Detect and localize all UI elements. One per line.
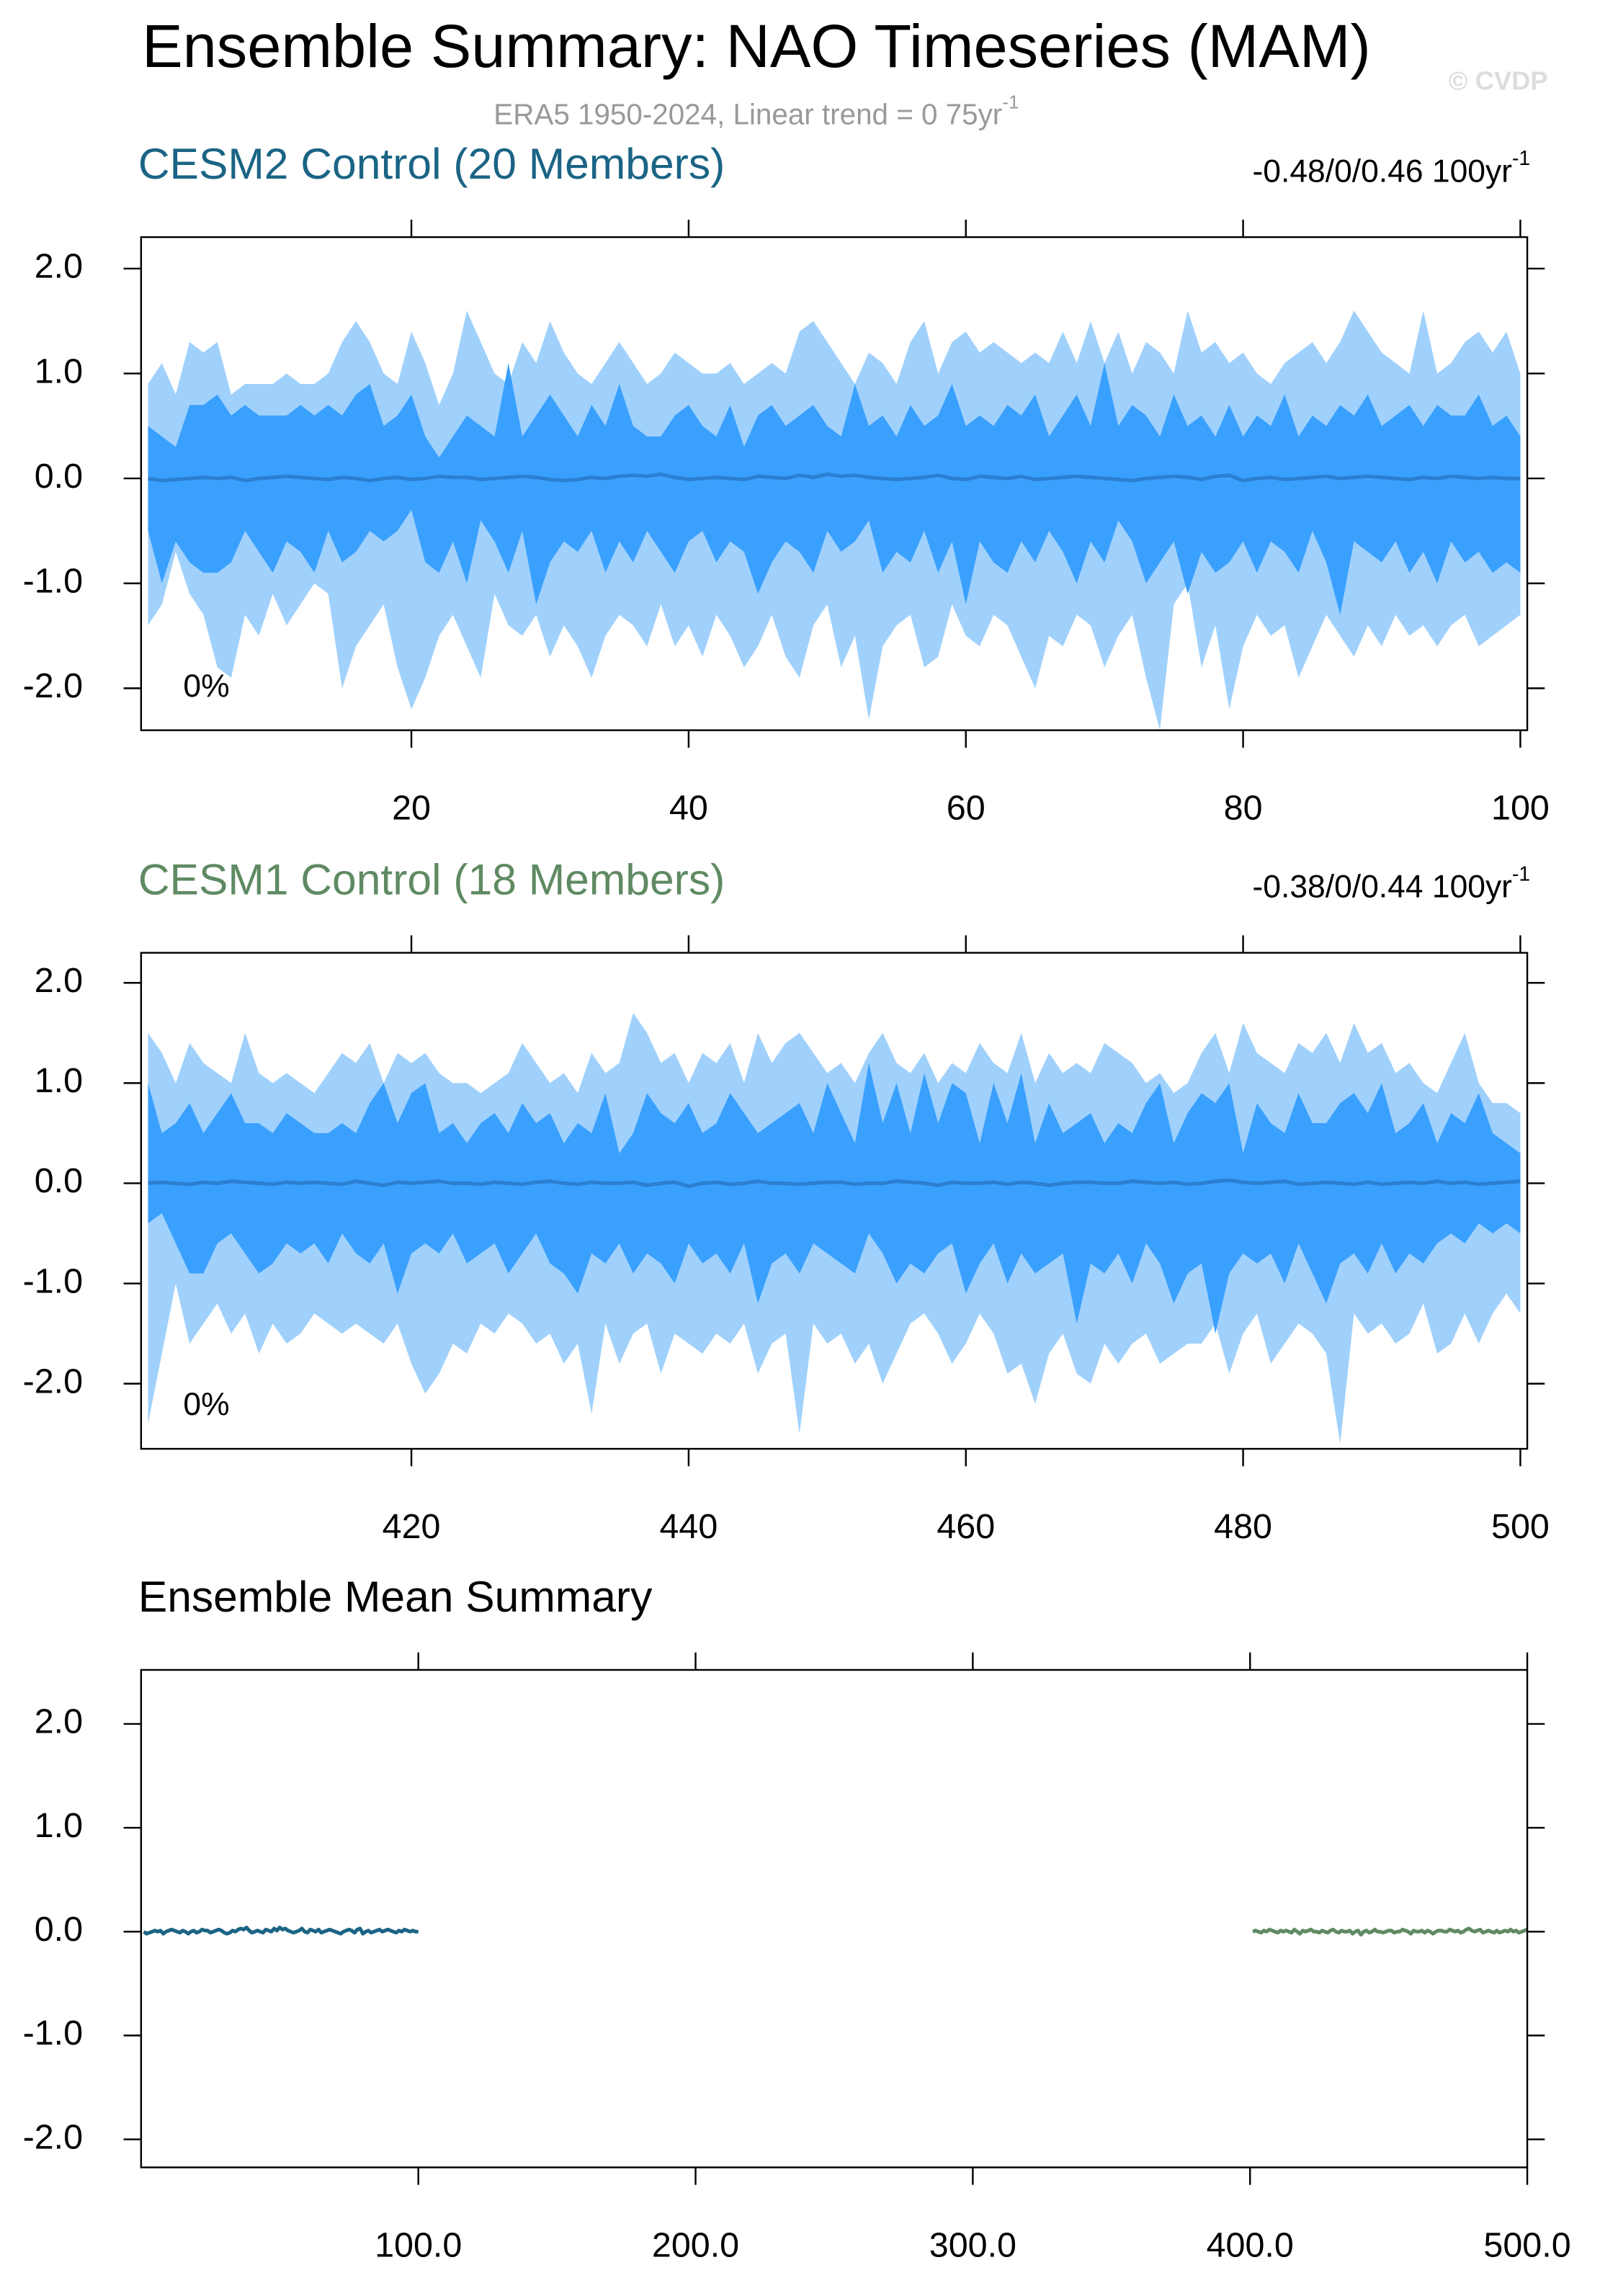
panel-title: CESM2 Control (20 Members) xyxy=(138,139,725,188)
y-tick-label: -2.0 xyxy=(23,1362,83,1401)
x-tick-label: 200.0 xyxy=(652,2225,739,2264)
plot-area xyxy=(143,1925,1528,1937)
figure-title: Ensemble Summary: NAO Timeseries (MAM) xyxy=(142,12,1371,80)
y-tick-label: 0.0 xyxy=(35,1910,83,1949)
x-tick-label: 100 xyxy=(1491,788,1550,827)
x-tick-label: 420 xyxy=(383,1507,441,1546)
x-tick-label: 60 xyxy=(947,788,986,827)
annotation: 0% xyxy=(183,1387,229,1422)
trend-superscript: -1 xyxy=(1512,862,1530,885)
watermark: © CVDP xyxy=(1449,66,1548,96)
y-tick-label: 0.0 xyxy=(35,457,83,496)
plot-frame xyxy=(140,1669,1529,2168)
spread-area xyxy=(148,1063,1521,1184)
x-tick-label: 500 xyxy=(1491,1507,1550,1546)
y-tick-label: 1.0 xyxy=(35,1806,83,1845)
y-tick-label: 1.0 xyxy=(35,352,83,390)
x-tick-label: 500.0 xyxy=(1483,2225,1570,2264)
x-tick-label: 400.0 xyxy=(1207,2225,1294,2264)
ensemble-mean-line xyxy=(1252,1926,1528,1937)
y-tick-label: -1.0 xyxy=(23,562,83,601)
panel: CESM2 Control (20 Members) -0.48/0/0.46 1… xyxy=(23,139,1550,827)
trend-superscript: -1 xyxy=(1512,147,1530,170)
trend-label: -0.48/0/0.46 100yr-1 xyxy=(1253,147,1531,189)
x-tick-label: 40 xyxy=(669,788,708,827)
annotation: 0% xyxy=(183,669,229,704)
trend-text: -0.48/0/0.46 100yr xyxy=(1253,153,1513,189)
mean-line xyxy=(148,472,1521,483)
y-tick-label: 2.0 xyxy=(35,247,83,286)
plot-frame xyxy=(140,236,1529,731)
mean-line xyxy=(148,1178,1521,1189)
y-tick-label: 0.0 xyxy=(35,1161,83,1200)
spread-area xyxy=(148,478,1521,615)
x-tick-label: 300.0 xyxy=(929,2225,1016,2264)
x-tick-label: 440 xyxy=(659,1507,718,1546)
y-tick-label: -2.0 xyxy=(23,666,83,705)
plot-frame xyxy=(140,952,1529,1450)
x-tick-label: 460 xyxy=(937,1507,995,1546)
x-tick-label: 80 xyxy=(1224,788,1263,827)
subtitle-superscript: -1 xyxy=(1002,91,1019,112)
trend-text: -0.38/0/0.44 100yr xyxy=(1253,869,1513,904)
plot-area xyxy=(148,1012,1521,1444)
y-tick-label: 2.0 xyxy=(35,1702,83,1741)
spread-area xyxy=(148,1183,1521,1334)
y-tick-label: 1.0 xyxy=(35,1061,83,1100)
panel: CESM1 Control (18 Members) -0.38/0/0.44 1… xyxy=(23,855,1550,1546)
y-tick-label: -1.0 xyxy=(23,2014,83,2052)
panel: Ensemble Mean Summary 100.0 200.0 300.0 400.… xyxy=(23,1572,1571,2264)
panel-title: Ensemble Mean Summary xyxy=(138,1572,653,1621)
panel-title: CESM1 Control (18 Members) xyxy=(138,855,725,904)
subtitle: ERA5 1950-2024, Linear trend = 0 75yr-1 xyxy=(493,91,1019,130)
x-tick-label: 480 xyxy=(1214,1507,1272,1546)
x-tick-label: 20 xyxy=(392,788,431,827)
spread-area xyxy=(148,362,1521,479)
y-tick-label: -1.0 xyxy=(23,1261,83,1300)
plot-area xyxy=(148,311,1521,731)
y-tick-label: -2.0 xyxy=(23,2117,83,2156)
y-tick-label: 2.0 xyxy=(35,961,83,1000)
trend-label: -0.38/0/0.44 100yr-1 xyxy=(1253,862,1531,904)
subtitle-text: ERA5 1950-2024, Linear trend = 0 75yr xyxy=(493,97,1002,130)
x-tick-label: 100.0 xyxy=(375,2225,462,2264)
ensemble-mean-line xyxy=(143,1925,419,1936)
